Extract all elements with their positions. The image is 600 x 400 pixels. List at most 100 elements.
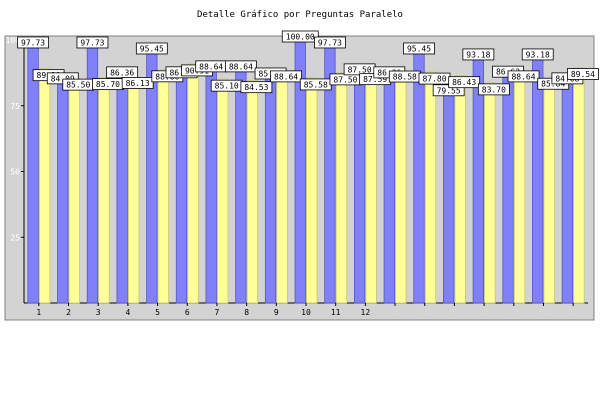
data-label-series-1: 79.55: [437, 86, 461, 95]
data-label-series-1: 97.73: [318, 38, 342, 47]
x-tick-label: 2: [66, 308, 71, 317]
bar-series-1: [146, 51, 158, 304]
bar-series-2: [217, 78, 229, 304]
data-label-series-2: 83.70: [482, 85, 506, 94]
bar-series-2: [454, 75, 466, 304]
data-label-series-1: 88.64: [199, 62, 223, 71]
data-label-series-1-box: [462, 48, 495, 61]
x-tick-label: 13: [390, 308, 400, 317]
x-tick-label: 12: [361, 308, 371, 317]
data-label-series-1: 95.45: [140, 44, 164, 53]
data-label-series-2-box: [448, 76, 481, 89]
bar-series-2: [187, 63, 199, 304]
bar-series-1: [235, 69, 247, 304]
bar-series-2: [306, 77, 318, 304]
data-label-series-1: 97.73: [80, 38, 104, 47]
bar-series-2: [38, 68, 51, 304]
bar-series-2: [127, 76, 140, 304]
bar-series-2: [543, 76, 555, 304]
data-label-series-1: 93.18: [526, 50, 550, 59]
bar-series-2: [157, 69, 169, 304]
y-tick-label: 50: [10, 168, 20, 177]
bar-series-1: [264, 76, 277, 304]
data-label-series-2: 88.58: [393, 73, 417, 82]
data-label-series-2-box: [121, 77, 154, 89]
data-label-series-2-box: [477, 83, 510, 96]
bar-series-2: [68, 77, 80, 304]
data-label-series-2: 85.50: [66, 81, 90, 90]
bar-series-2: [365, 72, 377, 304]
chart-title: Detalle Gráfico por Preguntas Paralelo: [197, 10, 403, 20]
data-label-series-1-box: [521, 48, 554, 61]
data-label-series-1: 93.18: [466, 50, 490, 59]
data-label-series-2: 89.54: [571, 70, 595, 79]
data-label-series-1: 100.00: [286, 33, 315, 42]
x-tick-label: 16: [479, 308, 489, 317]
data-label-series-1-box: [17, 36, 49, 49]
x-axis: 1 2 3 4 5 6 7 8 9 10 11 12 13 14 15 16 17 18 19: [36, 303, 578, 317]
bar-series-1: [383, 75, 395, 304]
data-label-series-2: 84.53: [244, 83, 268, 92]
x-tick-label: 14: [420, 308, 430, 317]
x-tick-label: 5: [155, 308, 160, 317]
bar-series-2: [276, 69, 288, 304]
data-label-series-2: 86.13: [126, 79, 150, 88]
data-label-series-2: 88.64: [274, 72, 298, 81]
y-tick-label: 100: [6, 36, 21, 45]
bar-series-1: [353, 72, 366, 304]
data-label-series-2-box: [240, 81, 273, 94]
x-tick-label: 8: [244, 308, 249, 317]
data-labels: 97.7389.1084.0985.5097.7385.7086.3686.13…: [17, 30, 599, 97]
bar-series-1: [561, 81, 574, 304]
data-label-series-1: 95.45: [407, 44, 431, 53]
x-tick-label: 18: [539, 308, 549, 317]
data-label-series-2: 85.10: [215, 82, 239, 91]
data-label-series-1-box: [224, 60, 257, 73]
bar-series-1: [27, 45, 39, 304]
data-label-series-1-box: [135, 42, 168, 55]
bar-series-2: [395, 69, 407, 304]
x-tick-label: 6: [185, 308, 190, 317]
bar-series-1: [502, 74, 514, 304]
data-label-series-1: 88.64: [229, 62, 253, 71]
bar-series-2: [513, 69, 526, 304]
bar-series-1: [57, 81, 69, 304]
data-label-series-1-box: [281, 30, 319, 43]
data-label-series-1: 97.73: [21, 38, 45, 47]
data-label-series-2: 88.64: [511, 72, 535, 81]
bar-series-2: [573, 67, 585, 304]
data-label-series-2-box: [270, 70, 302, 83]
x-tick-label: 10: [301, 308, 311, 317]
data-label-series-1: 87.50: [348, 65, 372, 74]
bars: [27, 39, 585, 304]
data-label-series-2-box: [567, 68, 599, 80]
bar-series-1: [175, 75, 188, 304]
data-label-series-1-box: [314, 36, 346, 49]
x-tick-label: 11: [331, 308, 341, 317]
x-tick-label: 1: [36, 308, 41, 317]
bar-series-2: [335, 72, 348, 304]
bar-series-1: [413, 51, 425, 304]
data-label-series-2-box: [507, 70, 540, 83]
bar-series-1: [443, 93, 455, 304]
data-label-series-1: 86.36: [110, 68, 134, 77]
y-tick-label: 25: [10, 233, 20, 242]
bar-series-1: [116, 75, 128, 304]
x-tick-label: 4: [125, 308, 130, 317]
data-label-series-1-box: [403, 42, 435, 55]
x-tick-label: 9: [274, 308, 279, 317]
data-label-series-2: 87.50: [333, 75, 357, 84]
x-tick-label: 17: [509, 308, 519, 317]
bar-series-1: [532, 57, 544, 304]
data-label-series-1-box: [76, 36, 109, 49]
x-tick-label: 15: [450, 308, 460, 317]
data-label-series-2: 87.80: [422, 75, 446, 84]
data-label-series-2: 86.43: [452, 78, 476, 87]
y-tick-label: 75: [10, 102, 20, 111]
x-tick-label: 7: [215, 308, 220, 317]
data-label-series-2: 85.58: [304, 80, 328, 89]
bar-series-2: [424, 71, 437, 304]
x-tick-label: 19: [568, 308, 578, 317]
bar-series-2: [246, 80, 259, 304]
